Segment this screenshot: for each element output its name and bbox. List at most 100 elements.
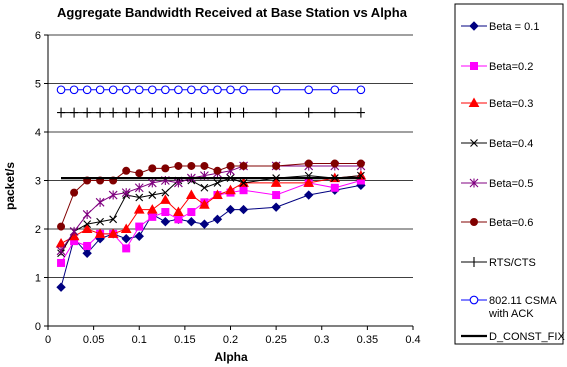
data-point-shape: [200, 107, 209, 118]
data-point-shape: [225, 204, 236, 215]
data-point-shape: [109, 215, 118, 224]
data-point: [148, 191, 157, 199]
data-point-shape: [187, 161, 196, 170]
data-point: [239, 179, 248, 187]
data-point: [82, 248, 92, 258]
data-point-shape: [212, 214, 223, 225]
data-point: [174, 161, 183, 170]
data-point-shape: [304, 159, 313, 168]
data-point: [200, 161, 209, 170]
data-point-shape: [121, 188, 131, 198]
data-point: [226, 161, 235, 170]
data-point-shape: [133, 204, 145, 214]
data-point: [330, 85, 340, 95]
data-point: [134, 231, 144, 241]
data-point-shape: [83, 220, 92, 229]
data-point: [83, 220, 92, 229]
y-tick-label: 1: [35, 273, 41, 285]
data-point-shape: [161, 107, 170, 118]
data-point-shape: [174, 107, 183, 118]
data-point-shape: [239, 107, 248, 118]
data-point-shape: [57, 258, 66, 267]
data-point: [200, 183, 209, 192]
x-tick-label: 0.15: [174, 334, 195, 346]
data-point: [161, 164, 170, 173]
data-point: [81, 223, 93, 233]
data-point: [148, 164, 157, 173]
data-point-shape: [96, 107, 105, 118]
data-point-shape: [135, 222, 144, 231]
data-point-shape: [121, 85, 131, 95]
legend-marker-shape: [469, 295, 479, 305]
data-point: [239, 107, 248, 118]
data-point: [330, 183, 339, 192]
legend-marker: [470, 218, 478, 226]
data-point-shape: [122, 244, 131, 253]
data-point-shape: [108, 85, 118, 95]
data-point-shape: [69, 85, 79, 95]
data-point-shape: [330, 183, 339, 192]
data-point: [56, 282, 66, 292]
data-point-shape: [174, 161, 183, 170]
data-point-shape: [134, 85, 144, 95]
data-point: [83, 107, 92, 118]
data-point: [212, 214, 223, 225]
x-tick-label: 0: [45, 334, 51, 346]
data-point: [239, 85, 248, 95]
legend-label: RTS/CTS: [489, 257, 536, 269]
data-point: [134, 183, 144, 193]
data-point: [304, 159, 313, 168]
legend-entry: RTS/CTS: [461, 257, 536, 269]
legend-marker: [469, 178, 479, 188]
data-point-shape: [69, 226, 79, 236]
data-point-shape: [96, 217, 104, 226]
data-point-shape: [356, 107, 365, 118]
data-point: [161, 208, 170, 217]
series-7: [56, 85, 366, 95]
data-point: [56, 85, 66, 95]
data-point: [135, 107, 144, 118]
data-point-shape: [330, 159, 339, 168]
data-point-shape: [187, 208, 196, 217]
data-point-shape: [304, 85, 314, 95]
legend-marker: [468, 97, 480, 107]
legend-box: [454, 3, 564, 345]
data-point: [187, 85, 196, 95]
data-point: [82, 209, 92, 219]
legend-label: Beta=0.2: [489, 61, 533, 73]
data-point: [213, 179, 222, 187]
data-point-shape: [187, 107, 196, 118]
data-point-shape: [122, 107, 131, 118]
x-tick-label: 0.05: [83, 334, 104, 346]
data-point-shape: [212, 189, 223, 200]
data-point-shape: [160, 217, 171, 227]
legend-entry: Beta=0.4: [461, 138, 533, 150]
data-point: [56, 246, 66, 256]
data-point: [226, 85, 235, 95]
data-point: [173, 206, 184, 217]
grid-lines: [48, 34, 413, 278]
data-point: [122, 166, 131, 175]
legend-entry: Beta=0.5: [461, 178, 533, 190]
y-tick-label: 4: [35, 127, 41, 139]
legend-marker: [469, 295, 479, 305]
data-point-shape: [174, 178, 183, 188]
legend-label: with ACK: [488, 308, 534, 320]
data-point-shape: [199, 199, 210, 209]
data-point: [160, 217, 171, 227]
legend-label: Beta = 0.1: [489, 21, 539, 33]
legend-marker: [469, 21, 479, 31]
data-point-shape: [225, 184, 236, 195]
legend-marker: [470, 257, 478, 267]
data-point-shape: [148, 107, 157, 118]
data-point: [108, 190, 118, 200]
data-point: [187, 107, 196, 118]
data-point-shape: [356, 85, 366, 95]
data-point-shape: [271, 202, 281, 212]
data-point-shape: [226, 107, 235, 118]
data-point: [174, 178, 183, 188]
data-point: [57, 107, 66, 118]
data-point-shape: [82, 248, 92, 258]
data-point-shape: [213, 179, 222, 187]
